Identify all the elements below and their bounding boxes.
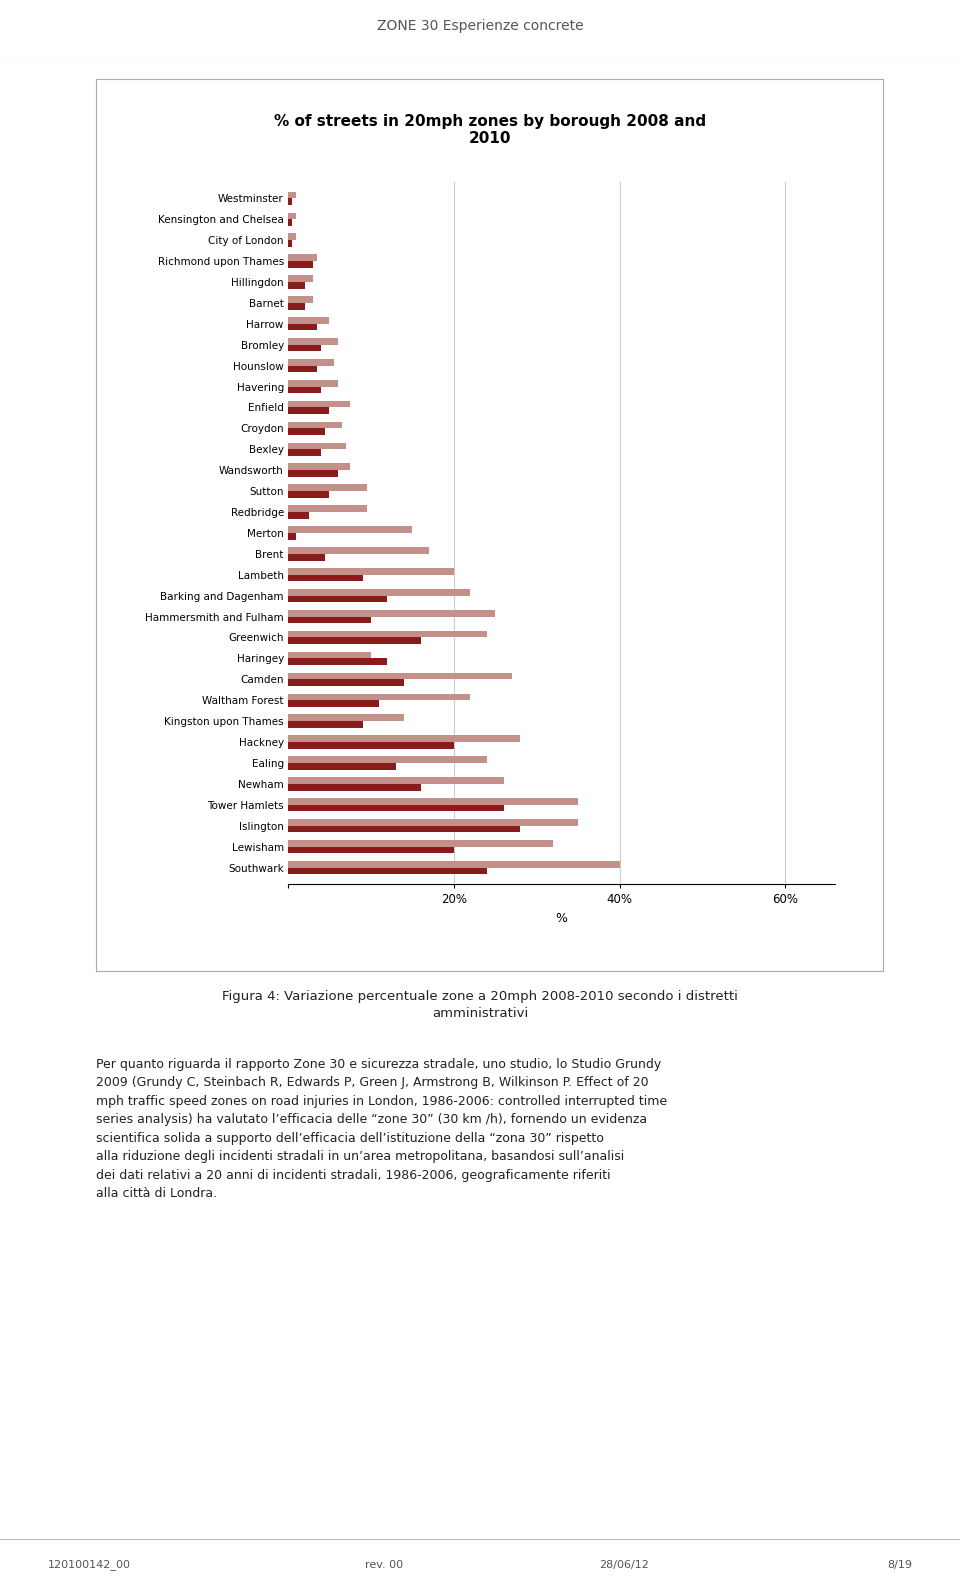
Bar — [288, 736, 520, 742]
Bar — [288, 387, 322, 393]
Bar — [288, 275, 313, 283]
Bar — [288, 589, 470, 595]
Bar — [288, 554, 325, 561]
Bar — [288, 407, 329, 414]
Bar — [288, 652, 371, 658]
Text: Per quanto riguarda il rapporto Zone 30 e sicurezza stradale, uno studio, lo Stu: Per quanto riguarda il rapporto Zone 30 … — [96, 1058, 667, 1200]
Bar — [288, 297, 313, 303]
Bar — [288, 532, 297, 540]
Bar — [288, 442, 346, 450]
Text: 8/19: 8/19 — [887, 1560, 912, 1570]
Bar — [288, 234, 297, 240]
Bar — [288, 199, 292, 205]
Bar — [288, 840, 553, 846]
Bar — [288, 609, 495, 616]
Bar — [288, 213, 297, 219]
Bar — [288, 679, 404, 685]
Bar — [288, 344, 322, 352]
Bar — [288, 283, 304, 289]
Bar — [288, 797, 578, 805]
Bar — [288, 240, 292, 246]
Bar — [288, 324, 317, 330]
Bar — [288, 381, 338, 387]
Bar — [288, 512, 309, 518]
Bar — [288, 338, 338, 344]
Bar — [288, 783, 420, 791]
Bar — [288, 505, 367, 512]
Bar — [288, 401, 350, 407]
Bar — [288, 428, 325, 436]
Bar — [288, 191, 297, 199]
Bar — [288, 805, 504, 812]
Text: rev. 00: rev. 00 — [365, 1560, 403, 1570]
Bar — [288, 526, 413, 534]
Bar — [288, 846, 454, 853]
Bar — [288, 756, 487, 763]
Bar — [288, 422, 342, 428]
Text: Figura 4: Variazione percentuale zone a 20mph 2008-2010 secondo i distretti
ammi: Figura 4: Variazione percentuale zone a … — [222, 990, 738, 1020]
Bar — [288, 548, 429, 554]
Bar — [288, 699, 379, 707]
Text: 120100142_00: 120100142_00 — [48, 1560, 131, 1570]
Bar — [288, 358, 334, 366]
Bar — [288, 254, 317, 261]
Bar — [288, 820, 578, 826]
Bar — [288, 261, 313, 268]
Bar — [288, 826, 520, 832]
Bar — [288, 450, 322, 456]
Bar — [288, 219, 292, 226]
Bar — [288, 693, 470, 699]
Bar — [288, 471, 338, 477]
Bar — [288, 317, 329, 324]
Bar — [288, 575, 363, 581]
Bar — [288, 595, 388, 602]
Bar — [288, 742, 454, 748]
Bar — [288, 722, 363, 728]
Bar — [288, 861, 619, 867]
Bar — [288, 568, 454, 575]
Bar — [288, 616, 371, 624]
Bar — [288, 464, 350, 471]
Bar — [288, 366, 317, 373]
Bar — [288, 638, 420, 644]
Bar — [288, 630, 487, 638]
Bar — [288, 485, 367, 491]
Text: % of streets in 20mph zones by borough 2008 and
2010: % of streets in 20mph zones by borough 2… — [274, 114, 706, 147]
Bar — [288, 714, 404, 722]
Bar — [288, 867, 487, 875]
Bar — [288, 491, 329, 497]
Text: 28/06/12: 28/06/12 — [599, 1560, 649, 1570]
Bar — [288, 777, 504, 783]
X-axis label: %: % — [556, 911, 567, 925]
Bar — [288, 673, 512, 679]
Bar — [288, 303, 304, 309]
Text: ZONE 30 Esperienze concrete: ZONE 30 Esperienze concrete — [376, 19, 584, 33]
Bar — [288, 658, 388, 665]
Bar — [288, 763, 396, 769]
